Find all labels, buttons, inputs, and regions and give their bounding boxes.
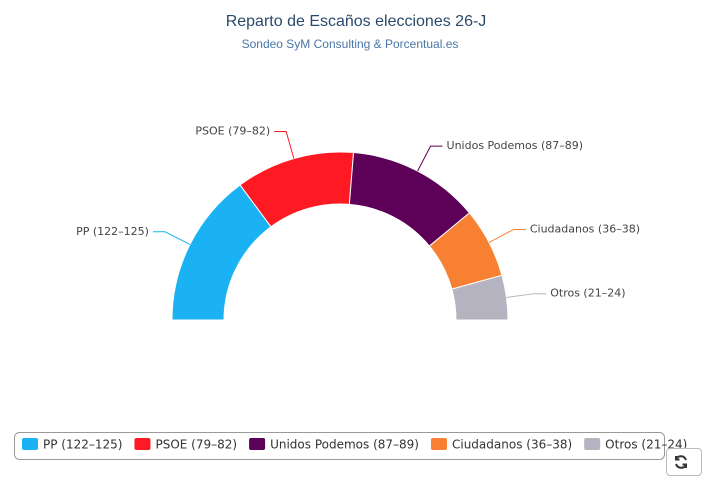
refresh-button[interactable] (666, 448, 702, 476)
legend-swatch[interactable] (22, 438, 38, 450)
data-label: Ciudadanos (36–38) (530, 222, 640, 235)
legend-swatch[interactable] (249, 438, 266, 450)
chart-subtitle: Sondeo SyM Consulting & Porcentual.es (242, 37, 459, 51)
data-label: Unidos Podemos (87–89) (447, 139, 584, 152)
slice (451, 274, 509, 321)
legend-label[interactable]: PSOE (79–82) (155, 438, 237, 452)
connector (152, 231, 191, 245)
connector (506, 293, 547, 298)
connector (417, 145, 443, 172)
data-label: PSOE (79–82) (195, 125, 270, 138)
legend-label[interactable]: PP (122–125) (43, 438, 122, 452)
connector (488, 228, 526, 243)
chart-title: Reparto de Escaños elecciones 26-J (226, 13, 487, 30)
data-label: Otros (21–24) (550, 287, 625, 300)
legend-label[interactable]: Ciudadanos (36–38) (452, 438, 572, 452)
legend-label[interactable]: Unidos Podemos (87–89) (270, 438, 419, 452)
connector (274, 131, 295, 159)
data-label: PP (122–125) (76, 225, 149, 238)
refresh-icon (675, 455, 687, 469)
legend-swatch[interactable] (430, 438, 447, 450)
legend-swatch[interactable] (584, 438, 601, 450)
legend-box (14, 432, 665, 460)
legend-swatch[interactable] (134, 438, 151, 450)
